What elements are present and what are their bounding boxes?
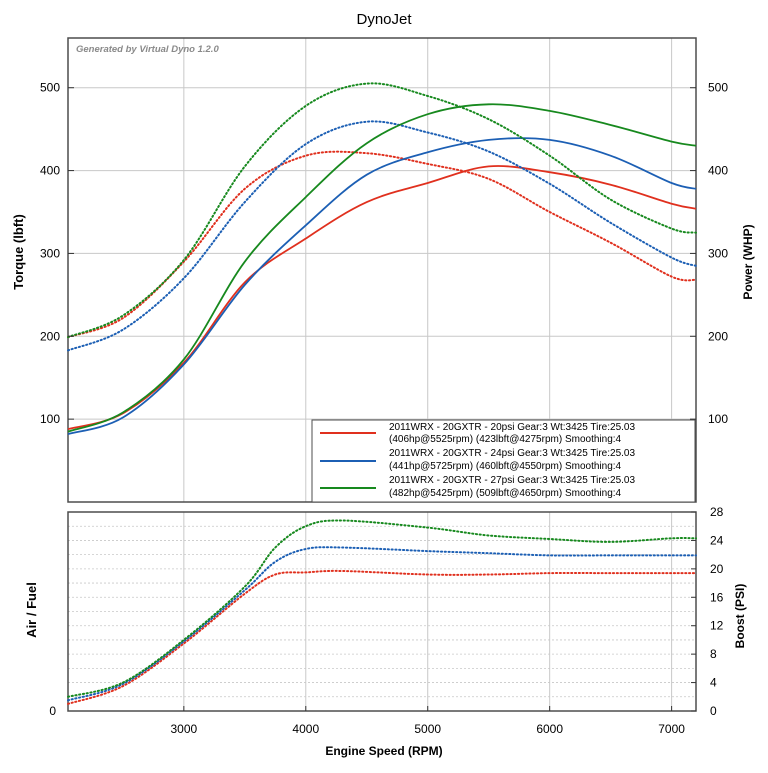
x-axis-label: Engine Speed (RPM) (325, 744, 442, 758)
series-line-24psi-power (67, 137, 697, 435)
series-line-24psi-torque (67, 120, 697, 352)
y-left-tick-500: 500 (40, 81, 60, 95)
legend-line1-20psi: 2011WRX - 20GXTR - 20psi Gear:3 Wt:3425 … (389, 422, 635, 433)
legend-line1-24psi: 2011WRX - 20GXTR - 24psi Gear:3 Wt:3425 … (389, 448, 635, 459)
y-right-tick-100: 100 (708, 412, 728, 426)
series-line-20psi-power (67, 165, 697, 430)
torque-power-gridlines (68, 38, 696, 502)
legend-line2-20psi: (406hp@5525rpm) (423lbft@4275rpm) Smooth… (389, 434, 622, 445)
series-line-27psi-torque (67, 82, 697, 339)
legend-entry-24psi: 2011WRX - 20GXTR - 24psi Gear:3 Wt:3425 … (320, 448, 635, 472)
series-line-27psi-power (67, 103, 697, 433)
boost-tick-4: 4 (710, 676, 717, 690)
y-right-tick-200: 200 (708, 329, 728, 343)
y-right-tick-500: 500 (708, 81, 728, 95)
y-axis-right-label: Power (WHP) (741, 224, 755, 299)
afr-boost-plot-frame (67, 511, 697, 712)
x-tick-6000: 6000 (536, 722, 563, 736)
boost-tick-20: 20 (710, 562, 724, 576)
afr-boost-gridlines (68, 512, 696, 711)
boost-tick-12: 12 (710, 619, 724, 633)
torque-power-series (67, 82, 697, 435)
legend-entry-27psi: 2011WRX - 20GXTR - 27psi Gear:3 Wt:3425 … (320, 475, 635, 499)
afr-axis-label: Air / Fuel (24, 582, 39, 638)
afr-boost-series (67, 519, 697, 705)
boost-tick-24: 24 (710, 533, 724, 547)
series-line-24psi-boost (67, 546, 697, 702)
y-left-tick-200: 200 (40, 329, 60, 343)
y-axis-left-label: Torque (lbft) (11, 214, 26, 290)
x-axis-ticks: 3000 4000 5000 6000 7000 (170, 706, 685, 736)
x-tick-7000: 7000 (658, 722, 685, 736)
series-line-20psi-boost (67, 569, 697, 705)
torque-power-ticks: 100 200 300 400 500 100 200 300 400 500 (40, 81, 728, 426)
y-left-tick-400: 400 (40, 164, 60, 178)
watermark: Generated by Virtual Dyno 1.2.0 (76, 44, 219, 55)
legend: 2011WRX - 20GXTR - 20psi Gear:3 Wt:3425 … (311, 419, 696, 503)
y-right-tick-300: 300 (708, 246, 728, 260)
boost-axis-label: Boost (PSI) (733, 584, 747, 649)
legend-entry-20psi: 2011WRX - 20GXTR - 20psi Gear:3 Wt:3425 … (320, 422, 635, 445)
y-left-tick-300: 300 (40, 246, 60, 260)
chart-title: DynoJet (356, 11, 412, 28)
legend-line1-27psi: 2011WRX - 20GXTR - 27psi Gear:3 Wt:3425 … (389, 475, 635, 486)
x-tick-5000: 5000 (414, 722, 441, 736)
x-tick-4000: 4000 (292, 722, 319, 736)
series-line-27psi-boost (67, 519, 697, 698)
legend-line2-27psi: (482hp@5425rpm) (509lbft@4650rpm) Smooth… (389, 488, 622, 499)
afr-tick-0: 0 (49, 704, 56, 718)
boost-tick-16: 16 (710, 590, 724, 604)
boost-tick-28: 28 (710, 505, 724, 519)
y-left-tick-100: 100 (40, 412, 60, 426)
boost-tick-0: 0 (710, 704, 717, 718)
y-right-tick-400: 400 (708, 164, 728, 178)
legend-line2-24psi: (441hp@5725rpm) (460lbft@4550rpm) Smooth… (389, 461, 622, 472)
boost-tick-8: 8 (710, 647, 717, 661)
x-tick-3000: 3000 (170, 722, 197, 736)
afr-boost-ticks: 0 0 4 8 12 16 20 24 28 (49, 505, 723, 718)
